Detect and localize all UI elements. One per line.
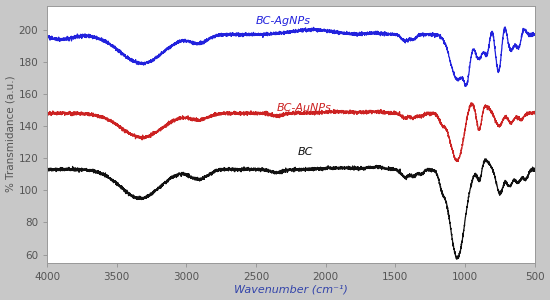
X-axis label: Wavenumber (cm⁻¹): Wavenumber (cm⁻¹) xyxy=(234,284,348,294)
Y-axis label: % Transmidance (a.u.): % Transmidance (a.u.) xyxy=(6,76,15,192)
Text: BC: BC xyxy=(298,147,313,157)
Text: BC-AgNPs: BC-AgNPs xyxy=(256,16,311,26)
Text: BC-AuNPs: BC-AuNPs xyxy=(277,103,332,113)
